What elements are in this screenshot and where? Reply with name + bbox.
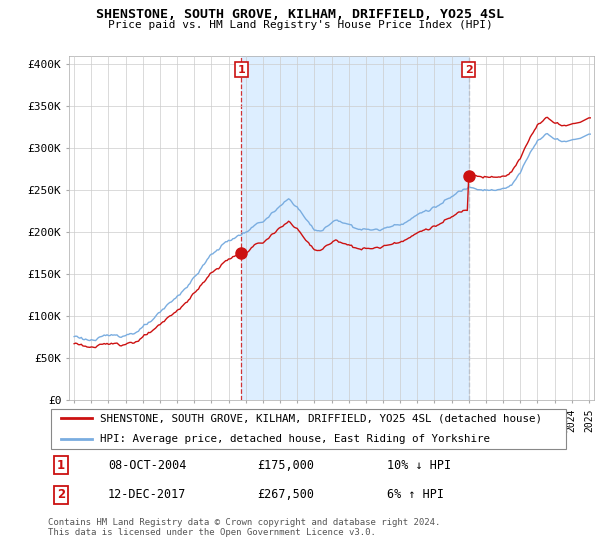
Text: 12-DEC-2017: 12-DEC-2017	[108, 488, 187, 501]
Text: 1: 1	[57, 459, 65, 472]
Text: 6% ↑ HPI: 6% ↑ HPI	[388, 488, 444, 501]
Text: SHENSTONE, SOUTH GROVE, KILHAM, DRIFFIELD, YO25 4SL: SHENSTONE, SOUTH GROVE, KILHAM, DRIFFIEL…	[96, 8, 504, 21]
Bar	[241, 56, 469, 400]
Text: HPI: Average price, detached house, East Riding of Yorkshire: HPI: Average price, detached house, East…	[100, 433, 490, 444]
Text: Contains HM Land Registry data © Crown copyright and database right 2024.
This d: Contains HM Land Registry data © Crown c…	[48, 518, 440, 538]
Text: £175,000: £175,000	[257, 459, 314, 472]
Text: 1: 1	[238, 64, 245, 74]
Text: 2: 2	[57, 488, 65, 501]
Text: £267,500: £267,500	[257, 488, 314, 501]
Text: SHENSTONE, SOUTH GROVE, KILHAM, DRIFFIELD, YO25 4SL (detached house): SHENSTONE, SOUTH GROVE, KILHAM, DRIFFIEL…	[100, 413, 542, 423]
Text: 10% ↓ HPI: 10% ↓ HPI	[388, 459, 451, 472]
Text: 2: 2	[465, 64, 473, 74]
Text: Price paid vs. HM Land Registry's House Price Index (HPI): Price paid vs. HM Land Registry's House …	[107, 20, 493, 30]
FancyBboxPatch shape	[50, 409, 566, 449]
Text: 08-OCT-2004: 08-OCT-2004	[108, 459, 187, 472]
